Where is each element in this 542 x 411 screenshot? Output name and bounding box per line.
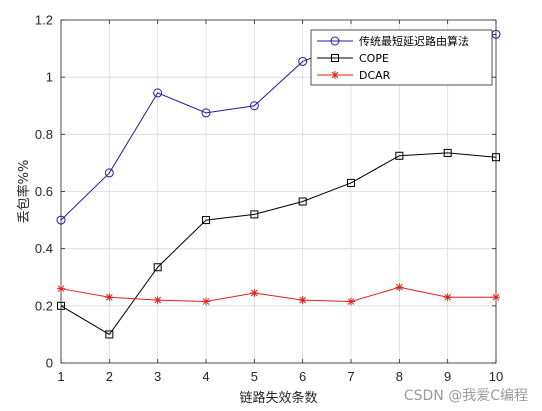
y-tick-label: 0 bbox=[46, 356, 53, 371]
y-tick-label: 0.4 bbox=[35, 241, 53, 256]
data-point-star bbox=[443, 293, 452, 302]
data-point-square bbox=[202, 216, 210, 225]
data-point-star bbox=[347, 297, 355, 306]
data-point-star bbox=[331, 71, 339, 79]
legend-label: DCAR bbox=[359, 69, 391, 82]
data-point-star bbox=[202, 297, 210, 306]
data-point-square bbox=[105, 330, 114, 339]
data-point-star bbox=[492, 293, 500, 302]
y-tick-label: 0.2 bbox=[35, 298, 53, 313]
data-point-square bbox=[298, 197, 307, 206]
data-point-circle bbox=[201, 108, 211, 118]
data-point-circle bbox=[56, 215, 66, 225]
data-point-square bbox=[331, 54, 339, 62]
series-line bbox=[60, 286, 496, 303]
series-line bbox=[60, 152, 497, 336]
data-point-square bbox=[250, 210, 259, 219]
data-point-star bbox=[395, 283, 404, 292]
data-point-square bbox=[57, 301, 65, 310]
y-axis-label: 丢包率%% bbox=[16, 160, 32, 224]
data-point-square bbox=[443, 148, 452, 157]
data-point-star bbox=[250, 288, 259, 297]
legend-label: 传统最短延迟路由算法 bbox=[359, 34, 469, 48]
x-tick-label: 6 bbox=[299, 369, 306, 384]
legend-entry-1: 传统最短延迟路由算法 bbox=[317, 34, 469, 48]
y-tick-label: 0.6 bbox=[35, 184, 53, 199]
data-point-circle bbox=[104, 168, 114, 178]
data-point-square bbox=[153, 263, 162, 272]
x-tick-label: 4 bbox=[202, 369, 209, 384]
data-point-star bbox=[298, 296, 307, 305]
legend-entry-2: COPE bbox=[317, 52, 389, 65]
x-tick-label: 5 bbox=[251, 369, 258, 384]
y-tick-label: 1.2 bbox=[35, 13, 53, 28]
series-2 bbox=[57, 148, 500, 339]
data-point-star bbox=[57, 284, 65, 293]
axis-ticks: 1 2 3 4 5 6 7 8 9 10 0 0.2 0.4 0.6 0.8 1 1.2 bbox=[35, 13, 503, 385]
data-point-square bbox=[395, 151, 404, 160]
x-tick-label: 10 bbox=[489, 369, 503, 384]
x-tick-label: 9 bbox=[444, 369, 451, 384]
data-point-circle bbox=[298, 56, 308, 66]
x-tick-label: 7 bbox=[347, 369, 354, 384]
data-point-circle bbox=[153, 88, 163, 98]
data-point-circle bbox=[330, 36, 340, 46]
watermark: CSDN @我爱C编程 bbox=[403, 388, 528, 404]
x-tick-label: 2 bbox=[106, 369, 113, 384]
data-point-square bbox=[347, 178, 355, 187]
legend: 传统最短延迟路由算法 COPE DCAR bbox=[310, 29, 493, 86]
legend-entry-3: DCAR bbox=[317, 69, 391, 82]
x-tick-label: 8 bbox=[396, 369, 403, 384]
series-3 bbox=[57, 283, 500, 306]
x-tick-label: 3 bbox=[154, 369, 161, 384]
y-tick-label: 0.8 bbox=[35, 127, 53, 142]
legend-label: COPE bbox=[359, 52, 389, 65]
x-axis-label: 链路失效条数 bbox=[239, 390, 317, 406]
data-point-circle bbox=[249, 101, 259, 111]
data-point-square bbox=[492, 153, 500, 162]
y-tick-label: 1 bbox=[46, 70, 53, 85]
data-point-star bbox=[105, 293, 114, 302]
data-point-star bbox=[153, 296, 162, 305]
x-tick-label: 1 bbox=[57, 369, 64, 384]
